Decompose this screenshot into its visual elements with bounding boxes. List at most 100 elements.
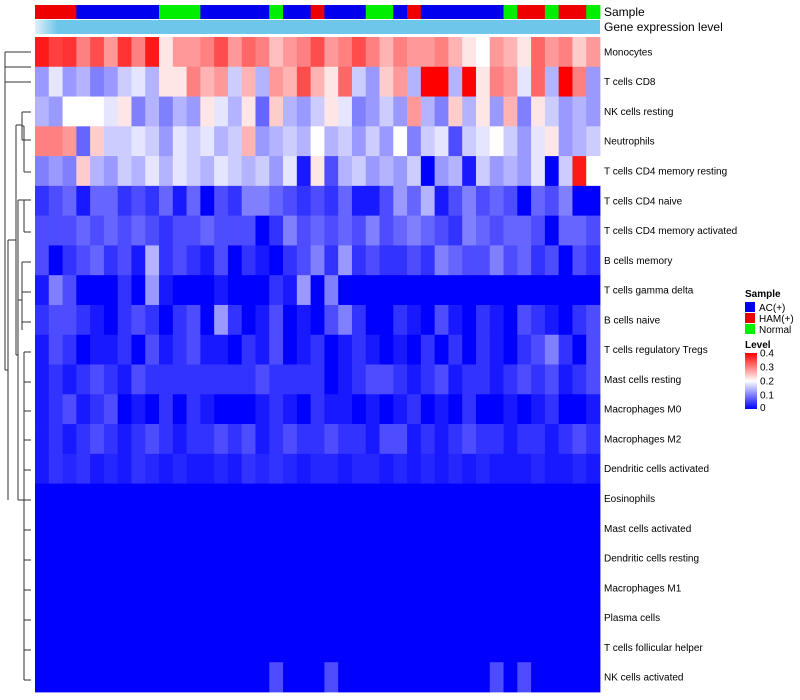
heatmap-cell	[159, 483, 174, 514]
heatmap-cell	[489, 394, 504, 425]
heatmap-cell	[434, 66, 449, 97]
heatmap-cell	[172, 602, 187, 633]
heatmap-cell	[117, 156, 132, 187]
heatmap-cell	[434, 96, 449, 127]
heatmap-cell	[255, 364, 270, 395]
heatmap-cell	[531, 602, 546, 633]
heatmap-cell	[379, 513, 394, 544]
heatmap-cell	[255, 156, 270, 187]
heatmap-cell	[269, 304, 284, 336]
heatmap-cell	[241, 513, 256, 544]
heatmap-cell	[544, 185, 560, 217]
heatmap-cell	[544, 304, 560, 336]
heatmap-cell	[103, 275, 119, 306]
heatmap-cell	[296, 424, 312, 455]
heatmap-cell	[531, 215, 546, 246]
sample-annotation-cell	[407, 5, 422, 19]
heatmap-cell	[448, 66, 463, 97]
heatmap-cell	[586, 543, 601, 574]
heatmap-cell	[76, 96, 91, 127]
heatmap-cell	[90, 453, 105, 484]
heatmap-cell	[558, 37, 573, 68]
heatmap-cell	[517, 662, 532, 693]
heatmap-cell	[365, 96, 380, 127]
heatmap-cell	[503, 662, 518, 693]
heatmap-cell	[365, 245, 380, 276]
heatmap-cell	[338, 334, 353, 365]
heatmap-cell	[117, 364, 132, 395]
heatmap-cells	[35, 37, 601, 693]
heatmap-cell	[255, 394, 270, 425]
heatmap-cell	[76, 543, 91, 574]
heatmap-cell	[269, 66, 284, 97]
heatmap-cell	[503, 96, 518, 127]
heatmap-cell	[296, 215, 312, 246]
heatmap-cell	[283, 453, 298, 484]
heatmap-cell	[462, 96, 477, 127]
heatmap-cell	[269, 572, 284, 604]
row-label: T cells gamma delta	[604, 286, 694, 297]
heatmap-cell	[269, 37, 284, 68]
heatmap-cell	[145, 334, 160, 365]
heatmap-cell	[200, 66, 215, 97]
heatmap-cell	[186, 364, 201, 395]
heatmap-cell	[62, 37, 77, 68]
sample-annotation-cell	[296, 5, 312, 19]
heatmap-cell	[103, 543, 119, 574]
heatmap-cell	[407, 662, 422, 693]
heatmap-cell	[103, 37, 119, 68]
heatmap-cell	[531, 632, 546, 663]
heatmap-cell	[103, 245, 119, 276]
heatmap-cell	[310, 37, 325, 68]
heatmap-cell	[531, 453, 546, 484]
heatmap-cell	[172, 662, 187, 693]
heatmap-cell	[62, 602, 77, 633]
heatmap-cell	[145, 662, 160, 693]
heatmap-cell	[241, 275, 256, 306]
heatmap-cell	[103, 66, 119, 97]
heatmap-cell	[131, 126, 146, 157]
row-label: Mast cells resting	[604, 375, 681, 386]
heatmap-cell	[296, 96, 312, 127]
heatmap-cell	[489, 364, 504, 395]
heatmap-cell	[407, 602, 422, 633]
heatmap-cell	[379, 126, 394, 157]
heatmap-cell	[117, 483, 132, 514]
heatmap-cell	[462, 245, 477, 276]
heatmap-cell	[338, 424, 353, 455]
heatmap-cell	[517, 424, 532, 455]
heatmap-cell	[475, 453, 491, 484]
heatmap-cell	[338, 483, 353, 514]
heatmap-cell	[159, 37, 174, 68]
heatmap-cell	[310, 483, 325, 514]
heatmap-cell	[117, 543, 132, 574]
level-colorbar	[745, 353, 757, 409]
heatmap-cell	[448, 572, 463, 604]
heatmap-cell	[186, 513, 201, 544]
heatmap-cell	[76, 245, 91, 276]
heatmap-cell	[434, 245, 449, 276]
heatmap-cell	[48, 37, 63, 68]
heatmap-cell	[131, 632, 146, 663]
heatmap-cell	[503, 632, 518, 663]
heatmap-cell	[310, 364, 325, 395]
heatmap-cell	[145, 453, 160, 484]
heatmap-cell	[379, 543, 394, 574]
heatmap-cell	[283, 96, 298, 127]
heatmap-cell	[338, 156, 353, 187]
heatmap-cell	[145, 185, 160, 217]
heatmap-cell	[296, 394, 312, 425]
sample-annotation-cell	[76, 5, 91, 19]
heatmap-cell	[365, 602, 380, 633]
heatmap-cell	[531, 543, 546, 574]
heatmap-cell	[365, 37, 380, 68]
heatmap-cell	[241, 543, 256, 574]
heatmap-cell	[489, 215, 504, 246]
sample-annotation-cell	[186, 5, 201, 19]
row-label: T cells CD4 memory activated	[604, 226, 737, 237]
heatmap-cell	[76, 662, 91, 693]
heatmap-cell	[379, 632, 394, 663]
heatmap-cell	[489, 304, 504, 336]
heatmap-cell	[76, 602, 91, 633]
sample-annotation-cell	[214, 5, 229, 19]
